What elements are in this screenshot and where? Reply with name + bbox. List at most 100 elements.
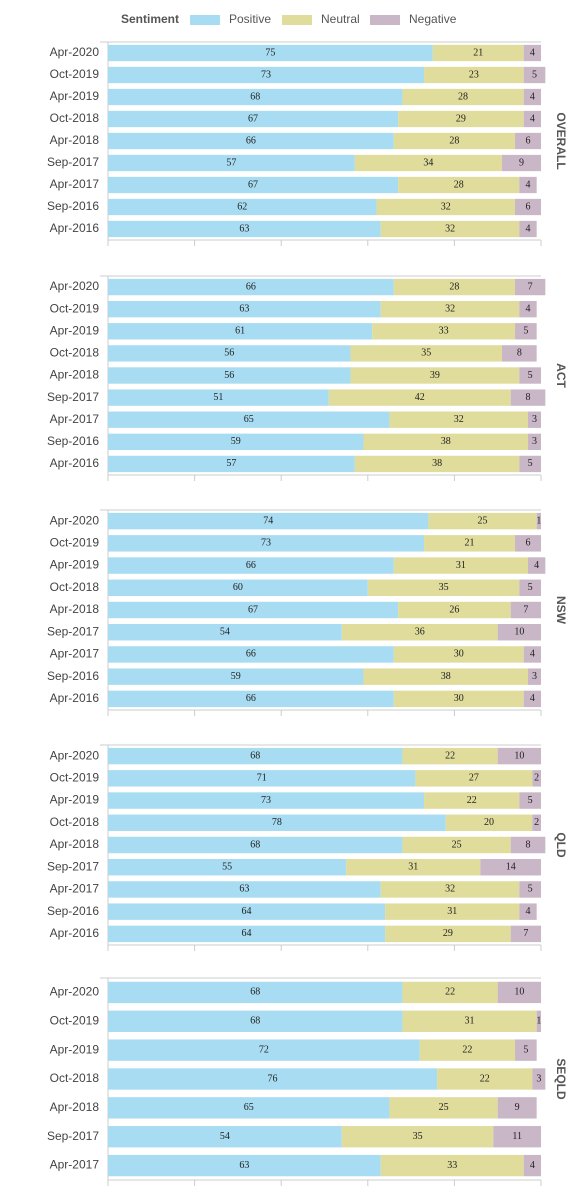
bar [523,44,541,62]
bar [108,668,364,685]
bar-value-label: 4 [526,303,531,314]
y-tick-label: Sep-2017 [47,155,99,169]
bar-value-label: 5 [523,1044,528,1055]
bar [515,323,537,340]
bar-value-label: 74 [263,515,273,526]
bar-value-label: 3 [532,436,537,447]
bar [523,1154,541,1177]
bar [523,110,541,128]
bar [108,601,399,619]
bar-value-label: 59 [231,436,241,447]
panel-label: SEQLD [554,1058,568,1100]
bar [367,579,520,596]
bar [515,198,541,216]
bar-value-label: 6 [526,135,531,146]
bar-value-label: 31 [408,862,418,873]
bar-value-label: 3 [536,1073,541,1084]
bar-value-label: 4 [526,223,531,234]
bar [380,881,520,898]
bar-value-label: 30 [454,693,464,704]
bar-value-label: 7 [528,281,533,292]
bar [108,411,390,428]
bar-value-label: 32 [445,303,455,314]
bar [515,1039,537,1061]
bar [510,925,541,943]
bar-value-label: 68 [250,1016,260,1027]
bar-value-label: 4 [530,693,535,704]
bar [402,88,524,106]
bar [402,981,498,1004]
bar [515,535,541,552]
bar [108,836,403,854]
bar-value-label: 29 [443,928,453,939]
bar-value-label: 5 [528,458,533,469]
bar [372,323,516,340]
bar-value-label: 25 [439,1102,449,1113]
y-tick-label: Apr-2019 [50,1042,100,1056]
bar-value-label: 4 [534,560,539,571]
bar-value-label: 5 [528,795,533,806]
bar [108,1154,381,1177]
bar [424,66,524,84]
bar-value-label: 66 [246,693,256,704]
bar-value-label: 35 [413,1131,423,1142]
panel-label: OVERALL [554,112,568,169]
bar-value-label: 5 [528,884,533,895]
bar [523,66,546,84]
bar [398,110,524,128]
bar [519,220,537,238]
bar [108,770,416,787]
bar-value-label: 54 [220,627,230,638]
bar-value-label: 4 [530,113,535,124]
bar [497,1097,537,1119]
y-tick-label: Oct-2019 [50,301,100,315]
bar-value-label: 8 [526,839,531,850]
bar-value-label: 72 [259,1044,269,1055]
bar [528,557,546,574]
bar-value-label: 20 [484,817,494,828]
bar-value-label: 23 [469,69,479,80]
bar-value-label: 63 [239,884,249,895]
bar [536,1010,541,1032]
bar-value-label: 3 [532,671,537,682]
bar [108,345,351,362]
bar-value-label: 9 [515,1102,520,1113]
bar-value-label: 3 [532,414,537,425]
y-tick-label: Apr-2017 [50,412,100,426]
bar-value-label: 68 [250,987,260,998]
bar [510,601,541,619]
bar [108,624,342,641]
bar-value-label: 7 [523,604,528,615]
bar [328,389,511,406]
bar [108,925,386,943]
bar [341,1126,494,1148]
bar [108,323,373,340]
bar [108,300,381,318]
bar [108,433,364,451]
bar [380,300,520,318]
bar-value-label: 67 [248,604,258,615]
bar [108,66,425,84]
bar-value-label: 38 [441,671,451,682]
bar [532,1068,546,1090]
panel-label: QLD [554,832,568,858]
bar-value-label: 8 [526,392,531,403]
bar [108,512,429,530]
bar [108,154,355,172]
bar-value-label: 31 [447,906,457,917]
bar [424,792,520,809]
bar-value-label: 26 [449,604,459,615]
bar [398,176,520,194]
bar-value-label: 8 [517,348,522,359]
y-tick-label: Apr-2016 [50,926,100,940]
bar [380,1154,524,1177]
bar [393,132,516,150]
bar [415,770,533,787]
bar-value-label: 56 [224,348,234,359]
bar [393,557,529,574]
bar-value-label: 42 [415,392,425,403]
bar [510,836,546,854]
y-tick-label: Oct-2018 [50,111,100,125]
bar-value-label: 38 [441,436,451,447]
y-tick-label: Apr-2018 [50,602,100,616]
